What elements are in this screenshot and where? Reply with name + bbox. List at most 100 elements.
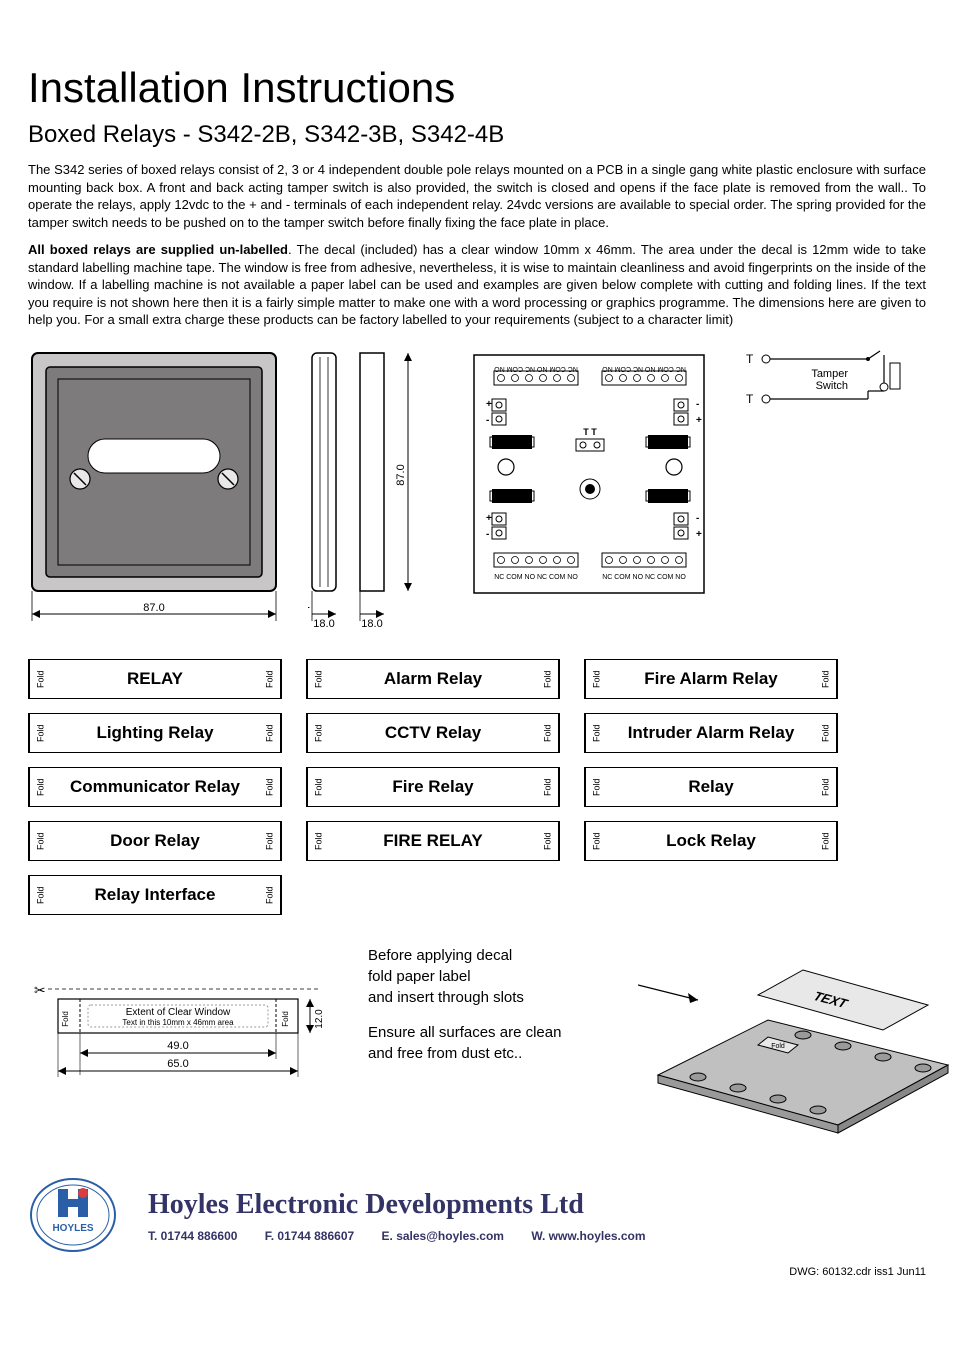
minus-3: - xyxy=(486,529,489,540)
label-text: Intruder Alarm Relay xyxy=(607,714,815,752)
label-card: FoldAlarm RelayFold xyxy=(306,659,560,699)
footer: HOYLES Hoyles Electronic Developments Lt… xyxy=(28,1175,926,1255)
contact-web: W. www.hoyles.com xyxy=(531,1229,645,1243)
fold-text-right: Fold xyxy=(259,876,281,914)
fold-text-right: Fold xyxy=(259,660,281,698)
labels-grid: FoldRELAYFoldFoldLighting RelayFoldFoldC… xyxy=(28,659,926,915)
perspective-diagram: TEXT Fold xyxy=(638,945,954,1135)
label-card: FoldRelayFold xyxy=(584,767,838,807)
labels-col-1: FoldRELAYFoldFoldLighting RelayFoldFoldC… xyxy=(28,659,282,915)
labels-col-2: FoldAlarm RelayFoldFoldCCTV RelayFoldFol… xyxy=(306,659,560,861)
fold-text-right: Fold xyxy=(259,714,281,752)
tamper-diagram: T T Tamper Switch xyxy=(738,349,918,439)
fold-text-right: Fold xyxy=(259,822,281,860)
faceplate-diagram: 87.0 xyxy=(28,349,288,629)
label-text: Relay Interface xyxy=(51,876,259,914)
fold-text-left: Fold xyxy=(307,714,329,752)
contact-tel: T. 01744 886600 xyxy=(148,1229,237,1243)
dim-65: 65.0 xyxy=(167,1058,188,1070)
notes-block: Before applying decal fold paper label a… xyxy=(368,945,598,1064)
page-title: Installation Instructions xyxy=(28,60,926,117)
logo: HOYLES xyxy=(28,1175,118,1255)
fold-text-left: Fold xyxy=(307,660,329,698)
t-letter-2: T xyxy=(746,392,754,406)
paragraph-1: The S342 series of boxed relays consist … xyxy=(28,161,926,231)
t-letter-1: T xyxy=(746,352,754,366)
label-text: RELAY xyxy=(51,660,259,698)
tamper-label-2: Switch xyxy=(816,380,848,392)
fold-text-right: Fold xyxy=(537,714,559,752)
fold-text-left: Fold xyxy=(29,714,51,752)
label-card: FoldFire RelayFold xyxy=(306,767,560,807)
fold-text-right: Fold xyxy=(815,822,837,860)
label-card: FoldRelay InterfaceFold xyxy=(28,875,282,915)
label-text: Fire Alarm Relay xyxy=(607,660,815,698)
plus-1: + xyxy=(486,399,492,410)
fold-text-left: Fold xyxy=(29,822,51,860)
contact-email: E. sales@hoyles.com xyxy=(382,1229,504,1243)
label-text: Door Relay xyxy=(51,822,259,860)
label-text: FIRE RELAY xyxy=(329,822,537,860)
plus-2: + xyxy=(696,415,702,426)
label-text: Communicator Relay xyxy=(51,768,259,806)
fold-left: Fold xyxy=(61,1011,70,1027)
label-text: Lighting Relay xyxy=(51,714,259,752)
label-text: Lock Relay xyxy=(607,822,815,860)
label-card: FoldIntruder Alarm RelayFold xyxy=(584,713,838,753)
fold-text-right: Fold xyxy=(537,660,559,698)
dim-backbox-w2: 18.0 xyxy=(361,618,382,629)
label-text: Alarm Relay xyxy=(329,660,537,698)
label-text: Fire Relay xyxy=(329,768,537,806)
label-card: FoldFire Alarm RelayFold xyxy=(584,659,838,699)
label-card: FoldLock RelayFold xyxy=(584,821,838,861)
tamper-label-1: Tamper xyxy=(811,368,848,380)
fold-text-left: Fold xyxy=(29,660,51,698)
minus-2: - xyxy=(696,399,699,410)
label-text: Relay xyxy=(607,768,815,806)
pcb-diagram: NC COM NO NC COM NO NC COM NO NC COM NO … xyxy=(468,349,718,609)
label-card: FoldCommunicator RelayFold xyxy=(28,767,282,807)
fold-text-left: Fold xyxy=(29,876,51,914)
plus-3: + xyxy=(486,513,492,524)
fold-text-left: Fold xyxy=(307,768,329,806)
fold-text-left: Fold xyxy=(585,714,607,752)
paragraph-2: All boxed relays are supplied un-labelle… xyxy=(28,241,926,329)
bottom-row: ✂ Fold Fold Extent of Clear Window Text … xyxy=(28,945,926,1135)
note-2: Ensure all surfaces are clean and free f… xyxy=(368,1022,598,1064)
term-bot-right: NC COM NO NC COM NO xyxy=(602,574,686,581)
dim-height: 87.0 xyxy=(395,464,407,485)
label-card: FoldLighting RelayFold xyxy=(28,713,282,753)
term-bot-left: NC COM NO NC COM NO xyxy=(494,574,578,581)
tt-label: T T xyxy=(583,427,597,437)
fold-text-right: Fold xyxy=(815,714,837,752)
fold-text-right: Fold xyxy=(537,822,559,860)
label-text: CCTV Relay xyxy=(329,714,537,752)
company-name: Hoyles Electronic Developments Ltd xyxy=(148,1186,670,1224)
contact-line: T. 01744 886600 F. 01744 886607 E. sales… xyxy=(148,1228,670,1244)
labels-col-3: FoldFire Alarm RelayFoldFoldIntruder Ala… xyxy=(584,659,838,861)
para2-bold: All boxed relays are supplied un-labelle… xyxy=(28,242,288,257)
dwg-reference: DWG: 60132.cdr iss1 Jun11 xyxy=(28,1265,926,1280)
page-subtitle: Boxed Relays - S342-2B, S342-3B, S342-4B xyxy=(28,119,926,151)
label-dim-diagram: ✂ Fold Fold Extent of Clear Window Text … xyxy=(28,975,328,1095)
minus-1: - xyxy=(486,415,489,426)
dim-49: 49.0 xyxy=(167,1040,188,1052)
dim-backbox-w1: 18.0 xyxy=(313,618,334,629)
fold-text-right: Fold xyxy=(537,768,559,806)
window-label-2: Text in this 10mm x 46mm area xyxy=(122,1018,234,1027)
minus-4: - xyxy=(696,513,699,524)
label-card: FoldRELAYFold xyxy=(28,659,282,699)
dim-faceplate-w: 87.0 xyxy=(143,602,164,614)
window-label-1: Extent of Clear Window xyxy=(126,1007,231,1018)
svg-text:⟵: ⟵ xyxy=(308,602,310,614)
fold-text-left: Fold xyxy=(585,822,607,860)
backbox-diagram: 87.0 ⟵ 18.0 18.0 xyxy=(308,349,448,629)
fold-text-right: Fold xyxy=(815,768,837,806)
fold-text-left: Fold xyxy=(307,822,329,860)
label-card: FoldFIRE RELAYFold xyxy=(306,821,560,861)
fold-text-left: Fold xyxy=(585,660,607,698)
fold-right: Fold xyxy=(281,1011,290,1027)
fold-text-right: Fold xyxy=(815,660,837,698)
label-card: FoldDoor RelayFold xyxy=(28,821,282,861)
dim-label-h: 12.0 xyxy=(314,1009,325,1029)
